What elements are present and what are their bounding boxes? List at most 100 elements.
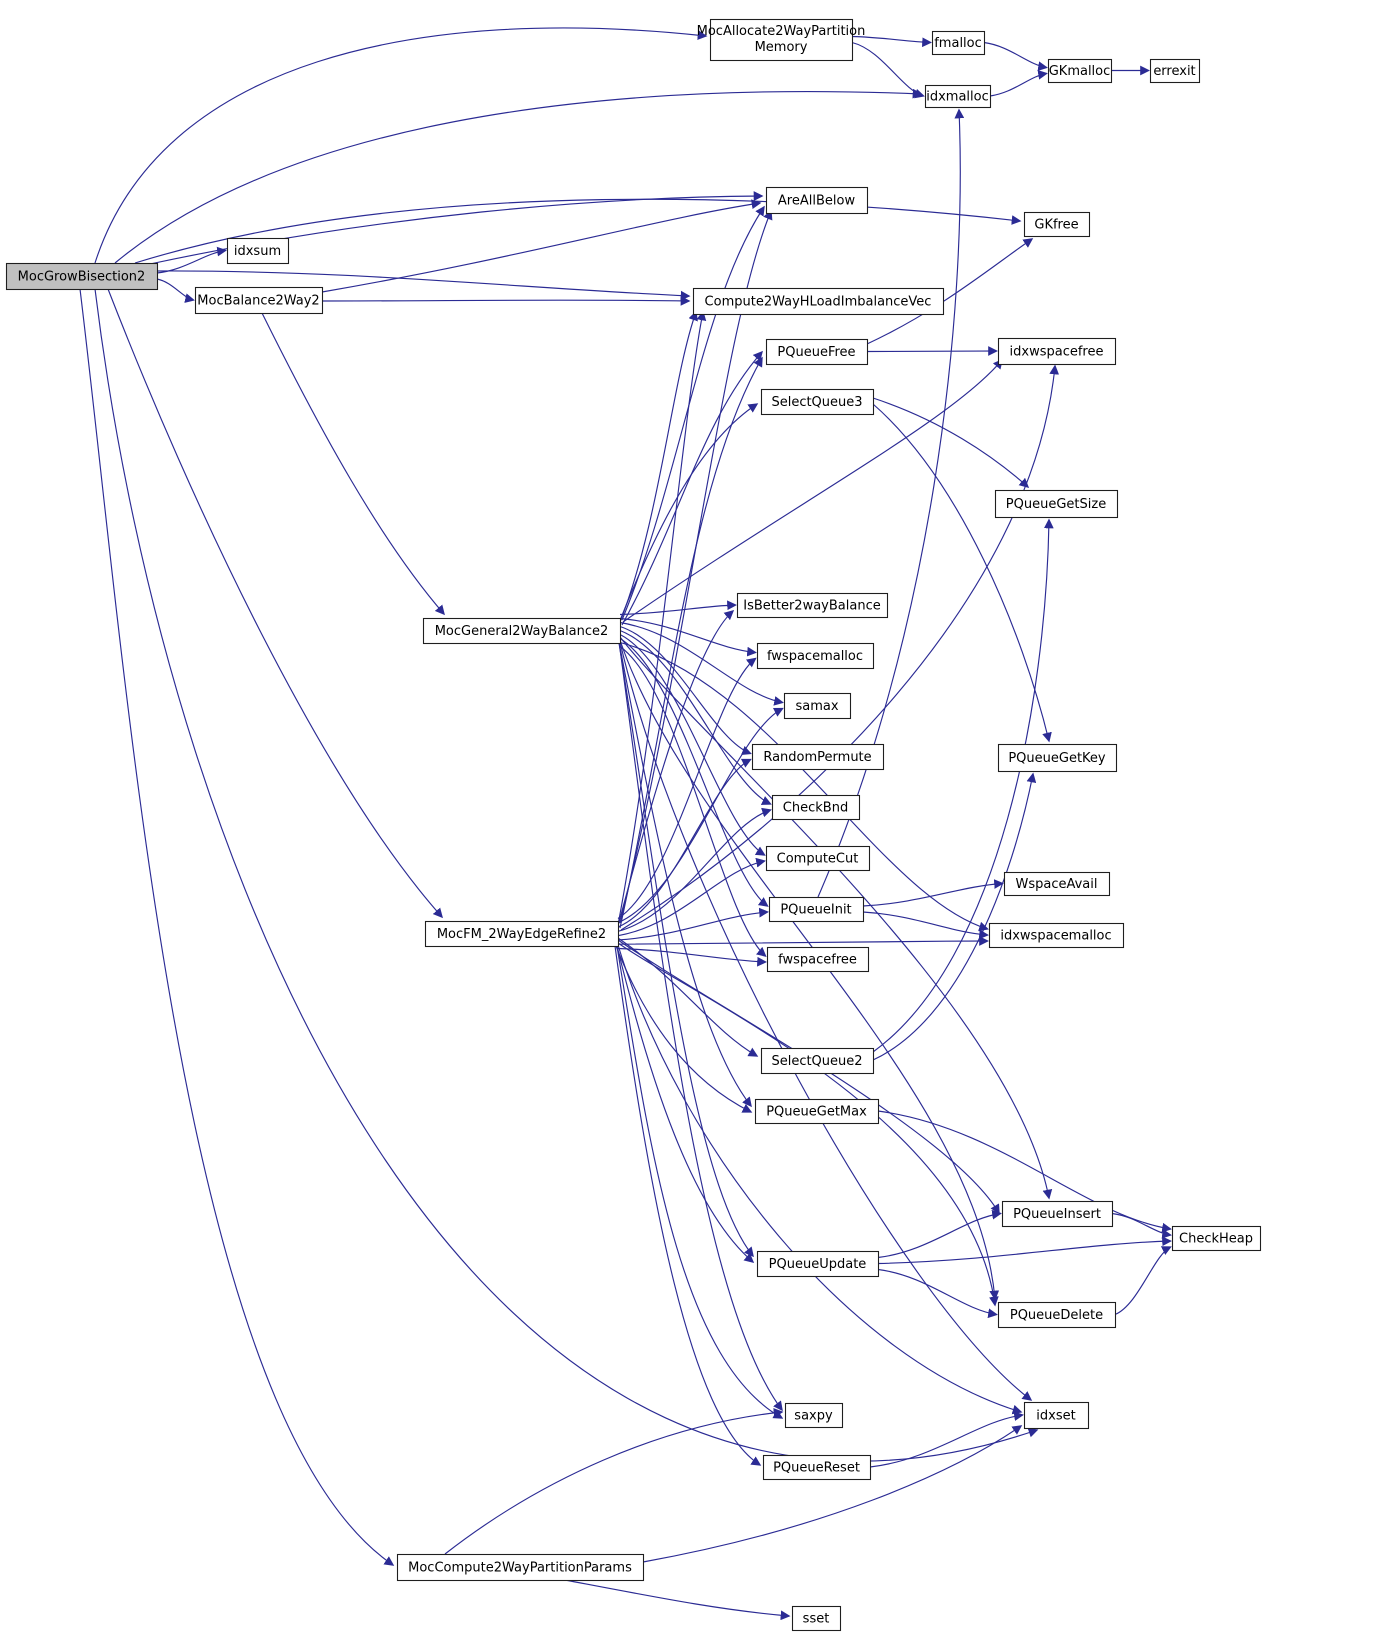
edge-fm-idxset [617,944,1023,1415]
node-MocBalance2Way2[interactable]: MocBalance2Way2 [194,286,324,315]
node-label: CheckHeap [1179,1232,1253,1247]
edge-fm-randperm [617,758,752,928]
node-PQueueGetKey[interactable]: PQueueGetKey [997,743,1118,773]
node-label: SelectQueue3 [771,395,862,410]
edge-fm-pqfree [619,356,763,929]
node-fwspacemalloc[interactable]: fwspacemalloc [756,642,875,670]
node-label: saxpy [794,1409,833,1424]
edge-fm-pqgetmax [615,945,753,1113]
edge-alloc-idxmalloc [851,41,925,99]
node-label: errexit [1153,64,1195,79]
edge-fm-idxwsmalloc [617,936,989,946]
node-GKmalloc[interactable]: GKmalloc [1047,58,1113,84]
node-label: WspaceAvail [1015,877,1097,892]
node-label: ComputeCut [777,852,859,867]
edge-balance-c2wvec [321,295,691,306]
edge-general-checkbnd [619,629,772,805]
edge-general-idxwsfree [622,358,1003,623]
edge-alloc-fmalloc [851,35,932,48]
edge-mocparams-sset [564,1579,791,1621]
node-PQueueFree[interactable]: PQueueFree [765,338,869,366]
node-CheckBnd[interactable]: CheckBnd [771,794,861,821]
node-AreAllBelow[interactable]: AreAllBelow [765,186,869,215]
edge-grow-fm [107,288,443,919]
node-label: MocFM_2WayEdgeRefine2 [437,927,606,942]
node-PQueueGetSize[interactable]: PQueueGetSize [994,489,1119,519]
node-idxwspacemalloc[interactable]: idxwspacemalloc [988,922,1125,949]
node-PQueueReset[interactable]: PQueueReset [762,1454,872,1481]
node-label: fmalloc [934,36,982,51]
node-MocFM_2WayEdgeRefine2[interactable]: MocFM_2WayEdgeRefine2 [424,920,620,948]
node-idxset[interactable]: idxset [1023,1401,1090,1430]
edge-general-fwsmalloc [619,617,757,657]
node-fmalloc[interactable]: fmalloc [931,30,986,56]
node-label: idxwspacemalloc [1000,929,1111,944]
node-MocGrowBisection2[interactable]: MocGrowBisection2 [5,262,159,291]
node-label: samax [795,699,838,714]
node-label: IsBetter2wayBalance [743,599,880,614]
edge-fm-pqdelete [617,942,999,1307]
node-label: Compute2WayHLoadImbalanceVec [705,295,932,310]
node-samax[interactable]: samax [783,692,852,720]
edge-grow-balance [156,278,195,303]
node-PQueueInsert[interactable]: PQueueInsert [1001,1200,1114,1228]
node-IsBetter2wayBalance[interactable]: IsBetter2wayBalance [736,592,889,619]
node-idxmalloc[interactable]: idxmalloc [924,84,992,109]
node-PQueueDelete[interactable]: PQueueDelete [997,1301,1117,1329]
node-label: RandomPermute [763,750,871,765]
node-SelectQueue2[interactable]: SelectQueue2 [760,1047,875,1075]
node-PQueueUpdate[interactable]: PQueueUpdate [756,1250,880,1278]
edge-fm-samax [617,707,784,924]
node-saxpy[interactable]: saxpy [784,1402,844,1429]
edge-pqinit-wspaceavail [862,879,1004,907]
edge-general-isbetter [619,600,737,616]
node-sset[interactable]: sset [791,1605,842,1632]
node-label: MocGeneral2WayBalance2 [435,624,609,639]
node-Compute2WayHLoadImbalanceVec[interactable]: Compute2WayHLoadImbalanceVec [692,287,945,316]
edge-idxmalloc-gkmalloc [989,69,1048,97]
node-RandomPermute[interactable]: RandomPermute [751,743,885,771]
node-label: MocAllocate2WayPartition Memory [697,24,866,55]
edge-pqfree-idxwsfree [866,346,998,356]
node-label: idxmalloc [926,90,989,105]
edge-fm-fwsmalloc [617,657,757,919]
edge-fm-isbetter [617,610,735,927]
node-MocCompute2WayPartitionParams[interactable]: MocCompute2WayPartitionParams [396,1553,645,1582]
node-label: PQueueUpdate [769,1257,867,1272]
edge-balance-general [261,312,445,616]
node-idxwspacefree[interactable]: idxwspacefree [997,337,1117,366]
edge-general-idxwsmalloc [619,641,989,932]
node-PQueueInit[interactable]: PQueueInit [768,896,865,923]
node-SelectQueue3[interactable]: SelectQueue3 [760,388,875,416]
edge-fm-c2wvec [617,310,707,926]
edge-general-samax [619,621,784,706]
edge-general-pqinit [619,638,769,907]
edge-pqdelete-checkheap [1114,1246,1172,1316]
node-label: idxsum [234,244,281,259]
edge-balance-areallbelow [321,199,762,293]
node-idxsum[interactable]: idxsum [226,237,290,265]
edge-pqinsert-checkheap [1111,1212,1172,1239]
edge-fm-idxwsfree [620,364,1060,931]
edge-grow-c2wvec [156,270,691,301]
node-MocAllocate2WayPartition-Memory[interactable]: MocAllocate2WayPartition Memory [697,18,866,62]
node-GKfree[interactable]: GKfree [1023,211,1091,238]
edge-fm-checkbnd [617,807,772,932]
node-CheckHeap[interactable]: CheckHeap [1171,1225,1262,1252]
edge-fm-computecut [617,857,766,937]
edge-pqinit-idxmalloc [817,108,965,898]
edge-general-randperm [619,625,752,756]
node-label: sset [803,1612,830,1627]
node-MocGeneral2WayBalance2[interactable]: MocGeneral2WayBalance2 [422,617,622,645]
node-WspaceAvail[interactable]: WspaceAvail [1003,871,1111,897]
edge-sq2-pqgetsize [872,518,1054,1053]
node-errexit[interactable]: errexit [1149,58,1201,84]
edge-sq3-pqgetkey [872,403,1052,743]
node-label: PQueueGetSize [1006,497,1106,512]
node-PQueueGetMax[interactable]: PQueueGetMax [754,1098,880,1125]
node-ComputeCut[interactable]: ComputeCut [765,845,871,872]
node-fwspacefree[interactable]: fwspacefree [766,946,870,973]
edge-mocparams-idxset [642,1425,1023,1563]
